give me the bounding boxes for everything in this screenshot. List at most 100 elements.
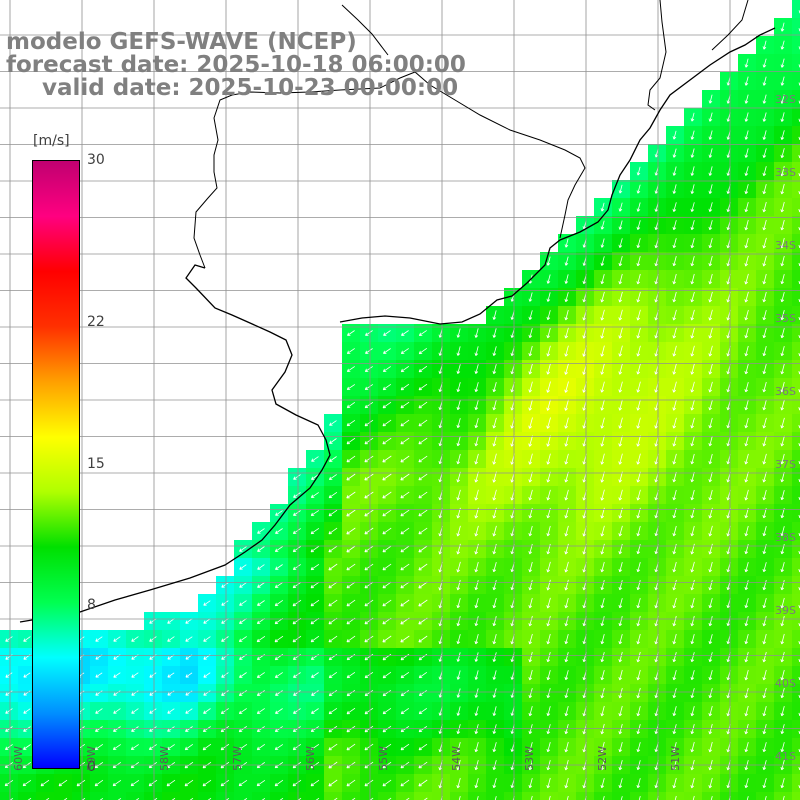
wind-arrow xyxy=(762,219,767,231)
wind-arrow xyxy=(474,328,479,338)
wind-arrow xyxy=(203,708,211,714)
wind-speed-cell xyxy=(792,288,800,307)
wind-arrow xyxy=(762,183,767,195)
wind-arrow xyxy=(600,687,605,699)
wind-speed-cell xyxy=(792,324,800,343)
wind-arrow xyxy=(780,58,785,68)
wind-speed-cell xyxy=(792,684,800,703)
wind-arrow xyxy=(708,652,713,663)
wind-arrow xyxy=(528,597,533,609)
wind-arrow xyxy=(528,363,533,375)
wind-arrow xyxy=(708,435,713,447)
wind-speed-cell xyxy=(666,792,685,800)
wind-speed-cell xyxy=(792,414,800,433)
wind-arrow xyxy=(744,130,749,140)
wind-arrow xyxy=(274,599,284,607)
wind-speed-cell xyxy=(306,792,325,800)
wind-arrow xyxy=(382,383,392,391)
wind-arrow xyxy=(690,453,695,465)
wind-arrow xyxy=(636,327,641,339)
wind-arrow xyxy=(746,796,749,800)
wind-speed-cell xyxy=(396,792,415,800)
wind-arrow xyxy=(167,708,175,714)
wind-arrow xyxy=(618,489,623,501)
wind-arrow xyxy=(528,310,533,320)
wind-arrow xyxy=(528,435,533,447)
wind-arrow xyxy=(618,273,623,285)
wind-arrow xyxy=(780,399,785,411)
wind-arrow xyxy=(762,687,767,699)
wind-arrow xyxy=(185,636,193,642)
wind-arrow xyxy=(292,726,301,732)
wind-arrow xyxy=(546,561,551,573)
wind-arrow xyxy=(780,561,785,573)
wind-arrow xyxy=(346,707,356,715)
wind-arrow xyxy=(672,363,677,375)
wind-arrow xyxy=(297,797,302,800)
wind-arrow xyxy=(780,453,785,465)
wind-arrow xyxy=(99,797,104,800)
wind-arrow xyxy=(564,435,569,447)
wind-arrow xyxy=(364,779,374,787)
wind-arrow xyxy=(690,633,695,645)
wind-arrow xyxy=(456,652,461,662)
wind-arrow xyxy=(618,633,623,645)
wind-arrow xyxy=(708,237,713,249)
wind-arrow xyxy=(492,346,497,356)
wind-arrow xyxy=(564,238,569,248)
wind-arrow xyxy=(600,363,605,375)
wind-arrow xyxy=(220,779,230,787)
wind-arrow xyxy=(618,525,623,537)
wind-arrow xyxy=(113,690,121,696)
wind-arrow xyxy=(456,346,461,356)
wind-arrow xyxy=(346,743,356,751)
wind-arrow xyxy=(382,437,392,445)
wind-arrow xyxy=(400,599,410,607)
wind-arrow xyxy=(364,527,374,535)
wind-speed-cell xyxy=(792,18,800,37)
wind-speed-cell xyxy=(792,594,800,613)
wind-arrow xyxy=(672,669,677,681)
wind-arrow xyxy=(564,651,569,663)
wind-arrow xyxy=(690,670,695,681)
wind-arrow xyxy=(744,778,749,789)
wind-arrow xyxy=(690,723,695,735)
wind-arrow xyxy=(364,455,374,463)
wind-arrow xyxy=(310,779,320,787)
wind-arrow xyxy=(618,327,623,339)
wind-arrow xyxy=(329,456,337,462)
wind-speed-cell xyxy=(648,792,667,800)
wind-arrow xyxy=(492,525,497,537)
latitude-label: 37S xyxy=(775,458,796,471)
wind-arrow xyxy=(618,345,623,357)
wind-arrow xyxy=(400,725,410,733)
wind-arrow xyxy=(600,435,605,447)
wind-arrow xyxy=(221,600,229,606)
wind-arrow xyxy=(418,671,428,679)
wind-arrow xyxy=(762,291,767,303)
wind-arrow xyxy=(618,579,623,591)
wind-arrow xyxy=(744,255,749,267)
wind-speed-cell xyxy=(180,792,199,800)
wind-arrow xyxy=(744,687,749,699)
longitude-label: 52W xyxy=(596,746,609,771)
wind-arrow xyxy=(600,777,605,789)
wind-arrow xyxy=(220,725,230,733)
wind-arrow xyxy=(474,616,479,627)
wind-arrow xyxy=(620,796,623,800)
wind-arrow xyxy=(405,797,410,800)
wind-arrow xyxy=(744,381,749,393)
wind-arrow xyxy=(239,546,247,552)
wind-arrow xyxy=(708,705,713,717)
wind-arrow xyxy=(744,76,749,86)
wind-arrow xyxy=(780,345,785,357)
wind-arrow xyxy=(148,744,157,750)
wind-arrow xyxy=(117,797,122,800)
wind-arrow xyxy=(203,600,211,606)
wind-speed-cell xyxy=(792,576,800,595)
wind-speed-cell xyxy=(792,468,800,487)
wind-speed-cell xyxy=(792,216,800,235)
wind-arrow xyxy=(672,777,677,789)
wind-arrow xyxy=(275,528,283,534)
wind-arrow xyxy=(400,437,410,445)
